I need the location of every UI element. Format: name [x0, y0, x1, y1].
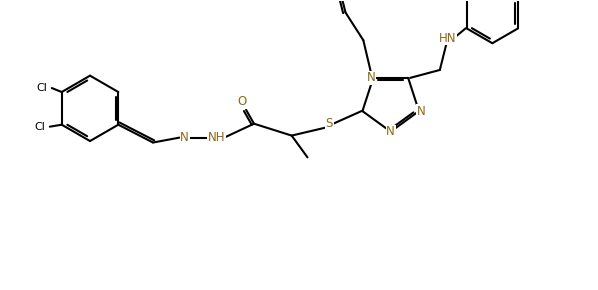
- Text: N: N: [417, 105, 425, 118]
- Text: Cl: Cl: [35, 122, 45, 132]
- Text: Cl: Cl: [36, 83, 47, 93]
- Text: N: N: [386, 125, 395, 138]
- Text: O: O: [237, 95, 247, 108]
- Text: S: S: [325, 117, 333, 130]
- Text: HN: HN: [439, 32, 456, 45]
- Text: NH: NH: [208, 131, 225, 144]
- Text: N: N: [367, 71, 376, 84]
- Text: N: N: [181, 131, 189, 144]
